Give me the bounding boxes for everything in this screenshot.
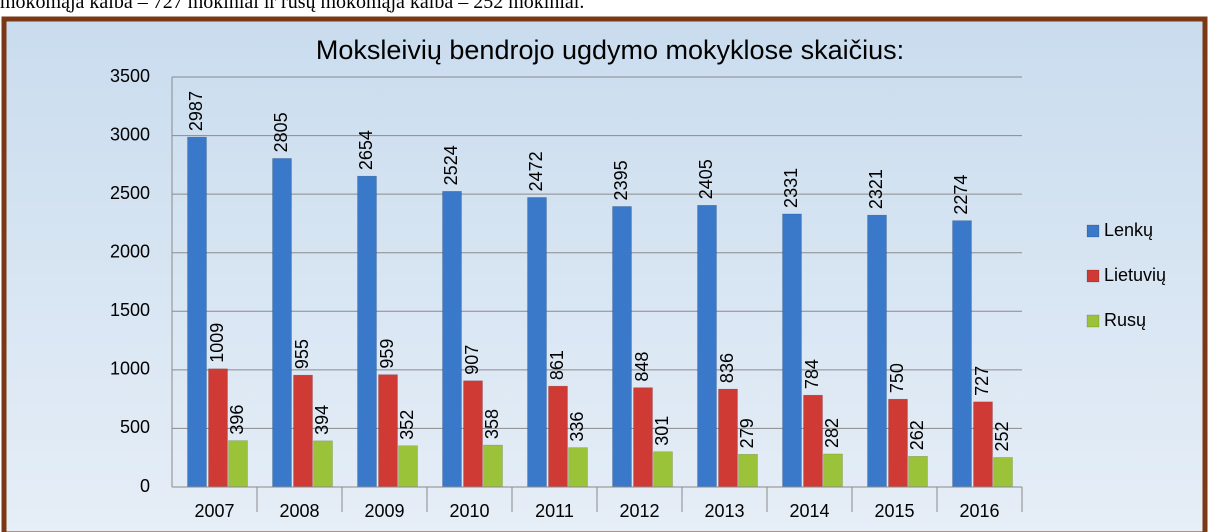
legend-swatch <box>1086 224 1100 238</box>
y-tick-label: 500 <box>120 417 150 437</box>
bar <box>357 175 377 488</box>
bar <box>398 445 418 488</box>
bar <box>782 213 802 488</box>
bar <box>823 453 843 488</box>
data-label: 279 <box>737 418 757 448</box>
bar <box>718 388 738 488</box>
bar <box>313 440 333 488</box>
bar <box>908 456 928 488</box>
bar <box>697 205 717 488</box>
y-tick-label: 3500 <box>110 66 150 86</box>
x-tick-label: 2012 <box>619 501 659 521</box>
data-label: 2274 <box>951 175 971 215</box>
data-label: 252 <box>992 421 1012 451</box>
bar <box>442 191 462 488</box>
bar <box>993 457 1013 488</box>
data-label: 750 <box>887 363 907 393</box>
data-label: 336 <box>567 412 587 442</box>
y-tick-label: 2500 <box>110 183 150 203</box>
legend-label: Lenkų <box>1104 220 1153 240</box>
data-label: 2805 <box>271 112 291 152</box>
data-label: 396 <box>227 405 247 435</box>
bar <box>187 136 207 488</box>
x-tick-label: 2015 <box>874 501 914 521</box>
x-tick-label: 2008 <box>279 501 319 521</box>
data-label: 2654 <box>356 130 376 170</box>
data-label: 262 <box>907 420 927 450</box>
data-label: 1009 <box>207 323 227 363</box>
data-label: 955 <box>292 339 312 369</box>
data-label: 282 <box>822 418 842 448</box>
data-label: 2331 <box>781 168 801 208</box>
data-label: 907 <box>462 345 482 375</box>
data-label: 2987 <box>186 91 206 131</box>
bar <box>272 158 292 488</box>
y-tick-label: 2000 <box>110 241 150 261</box>
data-label: 2405 <box>696 159 716 199</box>
legend-swatch <box>1086 269 1100 283</box>
data-label: 836 <box>717 353 737 383</box>
bar <box>527 197 547 488</box>
data-label: 959 <box>377 339 397 369</box>
x-tick-label: 2016 <box>959 501 999 521</box>
data-label: 301 <box>652 416 672 446</box>
data-label: 784 <box>802 359 822 389</box>
y-tick-label: 1500 <box>110 300 150 320</box>
bar <box>633 387 653 488</box>
bar <box>293 374 313 488</box>
data-label: 861 <box>547 350 567 380</box>
data-label: 2524 <box>441 145 461 185</box>
chart-title: Moksleivių bendrojo ugdymo mokyklose ska… <box>316 35 904 65</box>
y-tick-label: 1000 <box>110 359 150 379</box>
bar <box>973 401 993 488</box>
bar <box>653 451 673 488</box>
y-tick-label: 3000 <box>110 124 150 144</box>
bar <box>228 440 248 488</box>
data-label: 2472 <box>526 151 546 191</box>
data-label: 394 <box>312 405 332 435</box>
data-label: 2321 <box>866 169 886 209</box>
bar <box>952 220 972 488</box>
y-tick-label: 0 <box>140 476 150 496</box>
bar <box>548 385 568 488</box>
data-label: 358 <box>482 409 502 439</box>
x-tick-label: 2013 <box>704 501 744 521</box>
x-tick-label: 2007 <box>194 501 234 521</box>
bar <box>568 447 588 488</box>
bar <box>803 394 823 488</box>
data-label: 727 <box>972 366 992 396</box>
data-label: 2395 <box>611 160 631 200</box>
bar <box>738 454 758 488</box>
legend-swatch <box>1086 314 1100 328</box>
x-tick-label: 2010 <box>449 501 489 521</box>
bar <box>612 206 632 488</box>
x-tick-label: 2011 <box>535 501 574 521</box>
x-tick-label: 2014 <box>789 501 829 521</box>
legend-label: Lietuvių <box>1104 265 1166 285</box>
legend-label: Rusų <box>1104 310 1146 330</box>
bar <box>483 444 503 488</box>
bar <box>208 368 228 488</box>
bar <box>463 380 483 488</box>
bar <box>888 398 908 488</box>
x-tick-label: 2009 <box>364 501 404 521</box>
data-label: 352 <box>397 410 417 440</box>
intro-text: mokomąja kalba – 727 mokiniai ir rusų mo… <box>0 0 585 13</box>
chart-frame <box>1 16 1208 532</box>
bar <box>378 374 398 488</box>
bar <box>867 214 887 488</box>
data-label: 848 <box>632 352 652 382</box>
